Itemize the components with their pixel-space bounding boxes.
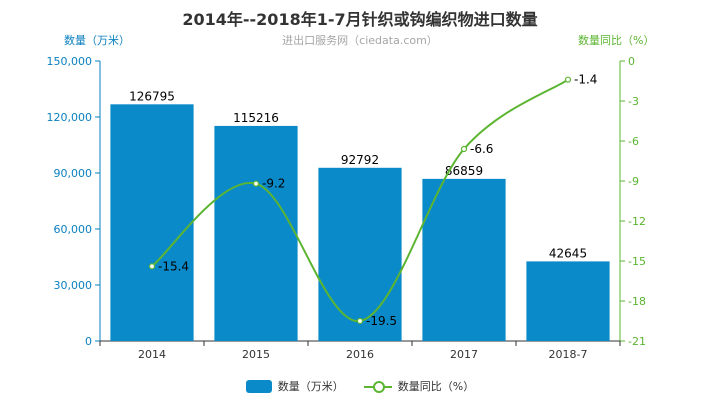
bar-value-label: 115216 — [233, 111, 279, 125]
left-tick-label: 60,000 — [54, 223, 93, 236]
line-point — [356, 317, 364, 325]
right-axis-label: 数量同比（%） — [578, 34, 655, 47]
line-value-label: -19.5 — [366, 314, 397, 328]
x-tick-label: 2016 — [346, 348, 374, 361]
bar — [110, 104, 194, 341]
chart-title: 2014年--2018年1-7月针织或钩编织物进口数量 — [182, 10, 538, 29]
line-value-label: -9.2 — [262, 177, 285, 191]
line-point — [564, 76, 572, 83]
x-tick-label: 2014 — [138, 348, 166, 361]
legend-line-swatch — [363, 380, 392, 393]
right-tick-label: -9 — [628, 175, 639, 188]
right-tick-label: -12 — [628, 215, 646, 228]
bar — [318, 167, 402, 341]
line-point — [148, 263, 156, 270]
line-value-label: -1.4 — [574, 73, 597, 87]
x-tick-label: 2017 — [450, 348, 478, 361]
legend-bar-label: 数量（万米） — [277, 380, 344, 393]
right-tick-label: -15 — [628, 255, 646, 268]
right-tick-label: -21 — [628, 335, 646, 348]
right-tick-label: -6 — [628, 135, 639, 148]
bar — [526, 261, 610, 341]
right-tick-label: -18 — [628, 295, 646, 308]
bar — [422, 178, 506, 341]
bar-value-label: 42645 — [549, 246, 587, 260]
left-tick-label: 30,000 — [54, 279, 93, 292]
chart-legend: 数量（万米） 数量同比（%） — [0, 378, 720, 394]
right-tick-label: 0 — [628, 55, 635, 68]
x-tick-label: 2015 — [242, 348, 270, 361]
line-value-label: -15.4 — [158, 259, 189, 273]
left-tick-label: 0 — [85, 335, 92, 348]
x-tick-label: 2018-7 — [549, 348, 588, 361]
legend-bar-swatch — [245, 379, 272, 393]
chart-source: 进出口服务网（ciedata.com） — [282, 34, 438, 47]
left-tick-label: 150,000 — [47, 55, 93, 68]
legend-item-bar[interactable]: 数量（万米） — [245, 378, 344, 394]
legend-line-label: 数量同比（%） — [397, 380, 475, 393]
bar-value-label: 92792 — [341, 153, 379, 167]
legend-item-line[interactable]: 数量同比（%） — [363, 378, 475, 394]
bar-value-label: 126795 — [129, 89, 175, 103]
line-point — [252, 180, 260, 187]
bar — [214, 125, 298, 341]
left-axis-label: 数量（万米） — [64, 34, 130, 47]
line-point — [460, 145, 468, 153]
right-tick-label: -3 — [628, 95, 639, 108]
bar-value-label: 86859 — [445, 164, 483, 178]
left-tick-label: 90,000 — [54, 167, 93, 180]
line-value-label: -6.6 — [470, 142, 493, 156]
left-tick-label: 120,000 — [47, 111, 93, 124]
